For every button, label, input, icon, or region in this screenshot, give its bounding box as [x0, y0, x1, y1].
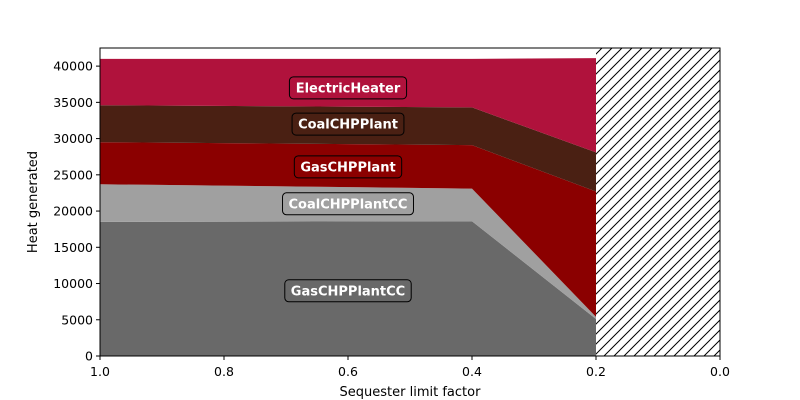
y-tick-label: 30000: [53, 131, 93, 146]
area-label-gaschpplantcc: GasCHPPlantCC: [284, 279, 412, 303]
x-axis-label: Sequester limit factor: [340, 385, 482, 400]
x-tick-label: 1.0: [90, 364, 110, 379]
area-label-text: ElectricHeater: [296, 81, 401, 96]
x-tick-label: 0.0: [710, 364, 730, 379]
y-axis-ticks: 0 5000 10000 15000 20000 25000 30000 35000 40000: [53, 59, 100, 364]
area-label-text: CoalCHPPlant: [298, 118, 398, 133]
plot-area: [100, 48, 720, 356]
x-tick-label: 0.6: [338, 364, 358, 379]
area-label-box: [291, 112, 405, 136]
y-tick-label: 15000: [53, 240, 93, 255]
y-tick-label: 35000: [53, 95, 93, 110]
y-tick-label: 0: [85, 349, 93, 364]
y-tick-label: 25000: [53, 167, 93, 182]
area-label-box: [293, 155, 403, 179]
area-gaschpplant: [100, 142, 596, 317]
area-label-text: GasCHPPlantCC: [291, 284, 405, 299]
y-tick-label: 5000: [61, 312, 93, 327]
area-label-box: [284, 279, 412, 303]
area-label-text: GasCHPPlant: [300, 160, 395, 175]
area-label-coalchpplant: CoalCHPPlant: [291, 112, 405, 136]
area-label-coalchpplantcc: CoalCHPPlantCC: [282, 192, 414, 216]
y-axis-label: Heat generated: [26, 151, 41, 253]
x-tick-label: 0.2: [586, 364, 606, 379]
area-coalchpplantcc: [100, 184, 596, 320]
x-tick-label: 0.4: [462, 364, 482, 379]
area-label-box: [282, 192, 414, 216]
area-label-gaschpplant: GasCHPPlant: [293, 155, 403, 179]
y-tick-label: 10000: [53, 276, 93, 291]
plot-frame: [99, 47, 721, 357]
y-tick-label: 20000: [53, 204, 93, 219]
area-label-box: [288, 76, 408, 100]
area-label-text: CoalCHPPlantCC: [289, 197, 408, 212]
area-labels: GasCHPPlantCC CoalCHPPlantCC GasCHPPlant Co…: [282, 76, 414, 303]
area-electricheater: [100, 58, 596, 153]
x-axis-ticks: 1.0 0.8 0.6 0.4 0.2 0.0: [90, 356, 730, 379]
stacked-areas: [100, 58, 596, 356]
y-tick-label: 40000: [53, 59, 93, 74]
area-label-electricheater: ElectricHeater: [288, 76, 408, 100]
x-tick-label: 0.8: [214, 364, 234, 379]
area-coalchpplant: [100, 105, 596, 192]
infeasible-hatched-region: [596, 48, 720, 356]
